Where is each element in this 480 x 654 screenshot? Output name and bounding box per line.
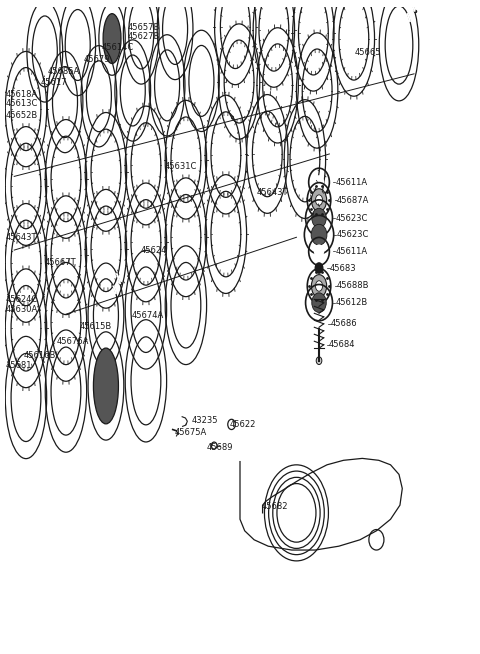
Text: 45685A: 45685A (47, 67, 79, 77)
Text: 45613C: 45613C (6, 99, 38, 109)
Text: 45684: 45684 (329, 341, 355, 349)
Ellipse shape (314, 175, 324, 189)
Circle shape (316, 357, 322, 364)
Text: 45689: 45689 (206, 443, 233, 452)
Text: 45683: 45683 (330, 264, 357, 273)
Text: 45665: 45665 (355, 48, 381, 57)
Text: 45617: 45617 (40, 78, 67, 87)
Text: 45682: 45682 (261, 502, 288, 511)
Text: 45687A: 45687A (337, 196, 369, 205)
Ellipse shape (312, 293, 326, 313)
Text: 45679: 45679 (84, 54, 110, 63)
Ellipse shape (315, 195, 323, 205)
Text: 45611A: 45611A (336, 247, 368, 256)
Text: 45643T: 45643T (6, 233, 37, 242)
Ellipse shape (94, 348, 119, 424)
Text: 45622: 45622 (229, 420, 255, 429)
Text: 45630A: 45630A (6, 305, 38, 313)
Text: 45686: 45686 (331, 319, 358, 328)
Text: 45618A: 45618A (6, 90, 38, 99)
Text: 45643T: 45643T (256, 188, 288, 197)
Text: 45627B: 45627B (128, 32, 160, 41)
Text: 45676A: 45676A (57, 337, 89, 345)
Ellipse shape (312, 189, 327, 211)
Circle shape (315, 263, 323, 273)
Text: 45612B: 45612B (336, 298, 368, 307)
Text: 45623C: 45623C (336, 230, 369, 239)
Text: 45624: 45624 (140, 246, 167, 254)
Text: 45615B: 45615B (80, 322, 112, 332)
Text: 45623C: 45623C (336, 214, 368, 222)
Text: 45624C: 45624C (6, 295, 38, 304)
Text: 45674A: 45674A (132, 311, 164, 320)
Text: 45616B: 45616B (24, 351, 56, 360)
Text: 45657B: 45657B (128, 22, 160, 31)
Text: 45614C: 45614C (101, 43, 133, 52)
Text: 45631C: 45631C (165, 162, 197, 171)
Text: 45611A: 45611A (336, 178, 368, 186)
Text: 45667T: 45667T (45, 258, 76, 267)
Text: 45652B: 45652B (6, 111, 38, 120)
Ellipse shape (103, 14, 121, 63)
Ellipse shape (314, 245, 324, 258)
Ellipse shape (312, 275, 327, 298)
Ellipse shape (311, 224, 327, 245)
Ellipse shape (312, 208, 326, 228)
Text: 45675A: 45675A (174, 428, 206, 437)
Text: 45681: 45681 (6, 361, 32, 370)
Text: 43235: 43235 (192, 416, 218, 425)
Ellipse shape (315, 281, 323, 291)
Text: 45688B: 45688B (337, 281, 370, 290)
